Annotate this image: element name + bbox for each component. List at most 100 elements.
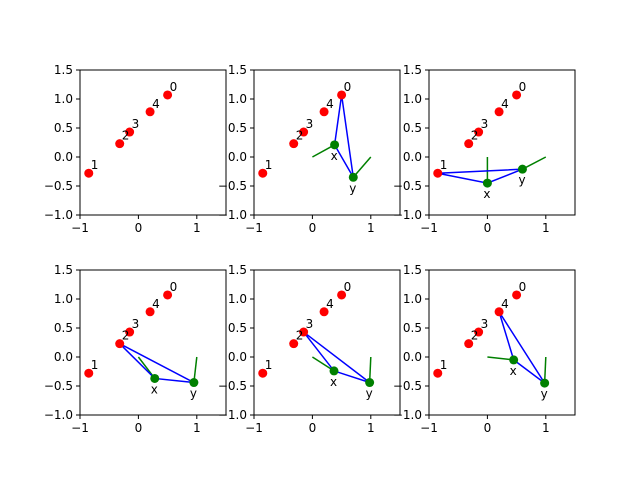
y-tick-label: 0.5 (403, 321, 422, 335)
plot-content (84, 90, 173, 178)
link-line (303, 331, 371, 384)
data-point (464, 339, 474, 349)
link-line (119, 342, 195, 384)
y-tick-label: −0.5 (218, 179, 247, 193)
data-point (125, 327, 135, 337)
subplot-0: 0 1 234 −1 0 1 1.5 1.0 0.5 0.0 −0.5 −1.0 (44, 63, 227, 235)
joint-label: x (151, 382, 158, 396)
y-tick-label: 0.5 (54, 321, 73, 335)
y-tick-label: 1.0 (54, 92, 73, 106)
data-point (337, 290, 347, 300)
data-point (84, 168, 94, 178)
data-point (145, 107, 155, 117)
subplot-4: 0 1 234 x y −1 0 1 1.5 1.0 0.5 0.0 −0.5 −1.0 (218, 263, 401, 435)
x-tick-label: 1 (367, 421, 375, 435)
x-tick-label: 0 (484, 421, 492, 435)
data-point (125, 127, 135, 137)
axes-frame (79, 269, 227, 416)
data-point (494, 307, 504, 317)
y-tick-label: −0.5 (393, 379, 422, 393)
joint-point (482, 178, 492, 188)
point-label: 4 (501, 97, 509, 111)
joint-label: y (349, 181, 356, 195)
joint-point (330, 140, 340, 150)
y-tick-label: 1.5 (228, 263, 247, 277)
joint-label: x (510, 364, 517, 378)
y-tick-label: 1.5 (228, 63, 247, 77)
point-label: 1 (265, 358, 273, 372)
y-tick-label: −0.5 (218, 379, 247, 393)
plot-content (258, 290, 375, 388)
joint-label: y (541, 387, 548, 401)
y-tick-label: 0.5 (228, 321, 247, 335)
joint-point (365, 378, 375, 388)
data-point (299, 127, 309, 137)
x-tick-label: −1 (420, 221, 438, 235)
point-label: 0 (170, 280, 178, 294)
data-point (474, 127, 484, 137)
point-label: 3 (132, 317, 140, 331)
x-tick-label: 1 (193, 421, 201, 435)
y-tick-label: −1.0 (44, 208, 73, 222)
y-tick-label: 1.5 (54, 63, 73, 77)
joint-point (150, 373, 160, 383)
data-point (464, 139, 474, 149)
point-label: 1 (91, 358, 99, 372)
y-tick-label: 0.5 (403, 121, 422, 135)
y-tick-label: −0.5 (44, 379, 73, 393)
y-tick-label: 0.0 (228, 150, 247, 164)
subplot-1: 0 1 234 x y −1 0 1 1.5 1.0 0.5 0.0 −0.5 −1.0 (218, 63, 401, 235)
y-tick-label: 0.0 (403, 350, 422, 364)
point-label: 0 (519, 280, 527, 294)
data-point (474, 327, 484, 337)
point-label: 2 (122, 129, 130, 143)
x-tick-label: −1 (420, 421, 438, 435)
y-tick-label: −1.0 (218, 208, 247, 222)
y-tick-label: 0.0 (54, 150, 73, 164)
plot-content (433, 90, 547, 188)
point-label: 2 (471, 329, 479, 343)
y-tick-label: −1.0 (393, 408, 422, 422)
y-tick-label: 0.5 (54, 121, 73, 135)
point-label: 2 (122, 329, 130, 343)
axes-frame (428, 269, 576, 416)
plot-content (84, 290, 199, 388)
plot-content (258, 90, 372, 182)
point-label: 0 (170, 80, 178, 94)
data-point (115, 139, 125, 149)
axes-frame (79, 69, 227, 216)
data-point (433, 368, 443, 378)
point-label: 3 (306, 117, 314, 131)
data-point (289, 339, 299, 349)
point-label: 0 (344, 80, 352, 94)
x-tick-label: 1 (542, 221, 550, 235)
point-label: 4 (152, 297, 160, 311)
data-point (115, 339, 125, 349)
data-point (433, 168, 443, 178)
x-tick-label: −1 (245, 421, 263, 435)
point-label: 0 (519, 80, 527, 94)
y-tick-label: 0.0 (228, 350, 247, 364)
y-tick-label: −1.0 (44, 408, 73, 422)
y-tick-label: 0.0 (54, 350, 73, 364)
x-tick-label: 0 (135, 221, 143, 235)
subplot-2: 0 1 234 x y −1 0 1 1.5 1.0 0.5 0.0 −0.5 −1.0 (393, 63, 576, 235)
x-tick-label: −1 (245, 221, 263, 235)
y-tick-label: 1.0 (228, 292, 247, 306)
point-label: 3 (132, 117, 140, 131)
y-tick-label: 1.0 (403, 292, 422, 306)
y-tick-label: −1.0 (218, 408, 247, 422)
y-tick-label: 1.0 (403, 92, 422, 106)
plot-content (433, 290, 550, 388)
point-label: 1 (91, 158, 99, 172)
point-label: 4 (326, 297, 334, 311)
link-line (498, 311, 546, 384)
point-label: 4 (152, 97, 160, 111)
point-label: 0 (344, 280, 352, 294)
axes-frame (253, 269, 401, 416)
point-label: 3 (481, 317, 489, 331)
data-point (512, 290, 522, 300)
data-point (163, 90, 173, 100)
point-label: 2 (296, 329, 304, 343)
link-line (333, 94, 355, 178)
